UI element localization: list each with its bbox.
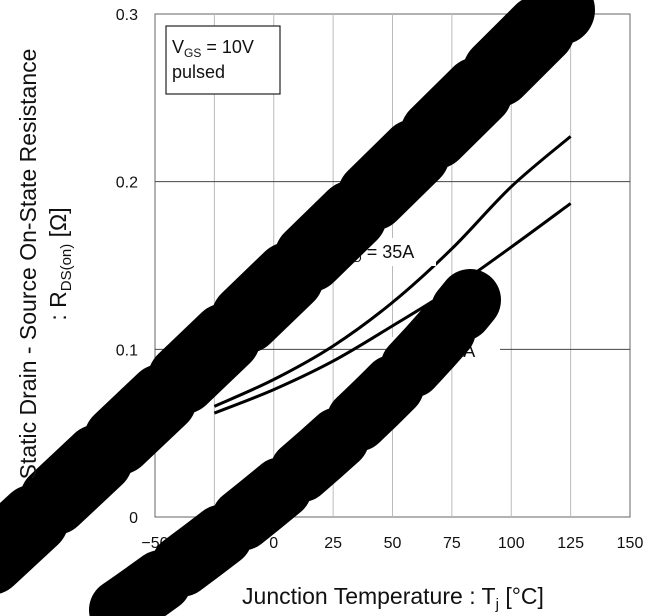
- x-tick-label: 50: [384, 535, 402, 552]
- y-axis-title-line-1: Static Drain - Source On-State Resistanc…: [15, 49, 41, 480]
- series-line-18-1a: [213, 202, 572, 415]
- y-tick-label: 0.2: [116, 175, 138, 192]
- condition-line-2: pulsed: [172, 62, 225, 82]
- watermark: [0, 0, 595, 616]
- series-line-35a: [213, 135, 572, 408]
- series-group: [213, 135, 572, 415]
- watermark-stroke-2: [89, 269, 501, 616]
- y-axis-title: Static Drain - Source On-State Resistanc…: [15, 49, 75, 480]
- y-tick-label: 0.1: [116, 342, 138, 359]
- y-tick-label: 0: [129, 510, 138, 527]
- x-tick-label: 75: [443, 535, 461, 552]
- x-tick-label: 0: [269, 535, 278, 552]
- x-tick-label: 125: [557, 535, 584, 552]
- x-tick-label: 150: [617, 535, 644, 552]
- watermark-stroke-1: [0, 0, 595, 594]
- x-tick-label: 100: [498, 535, 525, 552]
- y-tick-label: 0.3: [116, 7, 138, 24]
- y-axis-title-line-2: : RDS(on) [Ω]: [45, 207, 75, 320]
- condition-box-frame: [165, 25, 281, 95]
- x-tick-label: 25: [324, 535, 342, 552]
- condition-line-1: VGS = 10V: [172, 37, 254, 60]
- condition-box: VGS = 10V pulsed: [165, 25, 281, 95]
- x-axis-title: Junction Temperature : Tj [°C]: [242, 583, 544, 613]
